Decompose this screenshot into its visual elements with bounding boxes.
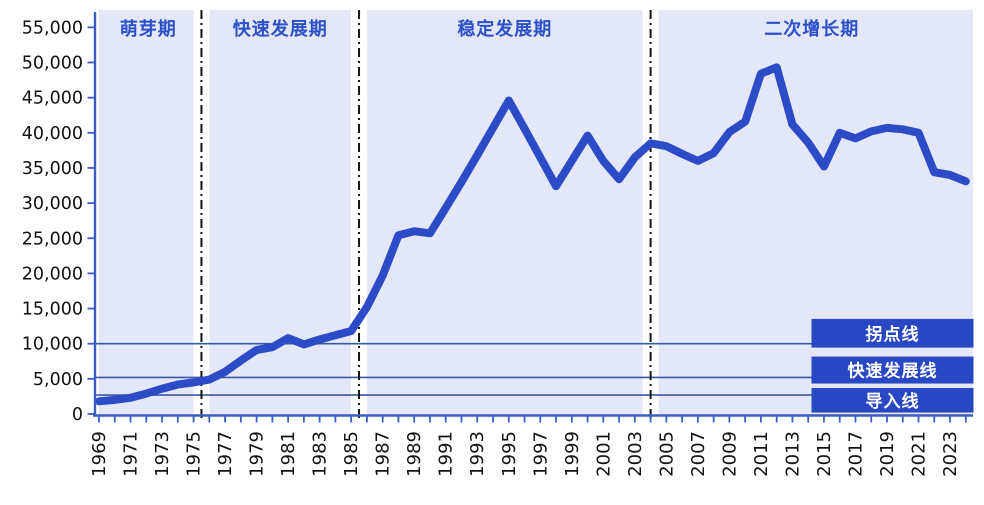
y-tick-label: 20,000 (22, 264, 83, 284)
x-tick-label: 1971 (121, 431, 142, 477)
y-tick-label: 10,000 (22, 335, 83, 355)
reference-line-label-box (811, 388, 974, 413)
x-tick-label: 2001 (593, 431, 614, 477)
phase-band (209, 10, 352, 415)
y-tick-label: 30,000 (22, 194, 83, 214)
x-tick-label: 1995 (499, 431, 520, 477)
x-tick-label: 2021 (909, 431, 930, 477)
phase-band (98, 10, 194, 415)
x-tick-label: 2003 (625, 431, 646, 477)
x-tick-label: 1987 (373, 431, 394, 477)
y-tick-label: 35,000 (22, 159, 83, 179)
phase-label: 二次增长期 (764, 18, 859, 40)
y-tick-label: 50,000 (22, 54, 83, 74)
x-tick-label: 1981 (278, 431, 299, 477)
phase-label: 快速发展期 (233, 18, 328, 40)
x-tick-label: 1989 (404, 431, 425, 477)
x-tick-label: 2005 (656, 431, 677, 477)
x-tick-label: 1975 (184, 431, 205, 477)
phase-label: 萌芽期 (120, 18, 177, 40)
reference-line-label: 快速发展线 (848, 361, 938, 382)
reference-line-label: 拐点线 (866, 324, 920, 345)
x-tick-label: 2009 (719, 431, 740, 477)
x-tick-label: 1985 (341, 431, 362, 477)
x-tick-label: 1991 (436, 431, 457, 477)
x-tick-label: 1997 (530, 431, 551, 477)
x-tick-label: 1973 (152, 431, 173, 477)
y-tick-label: 40,000 (22, 124, 83, 144)
x-tick-label: 2023 (940, 431, 961, 477)
data-line (95, 63, 970, 406)
x-tick-label: 1999 (562, 431, 583, 477)
phase-label: 稳定发展期 (457, 18, 552, 40)
x-tick-label: 2019 (877, 431, 898, 477)
y-tick-label: 0 (72, 405, 83, 425)
y-tick-label: 45,000 (22, 89, 83, 109)
x-tick-label: 1969 (89, 431, 110, 477)
reference-line-label: 导入线 (866, 391, 920, 412)
y-tick-label: 15,000 (22, 300, 83, 320)
x-tick-label: 2013 (782, 431, 803, 477)
y-tick-label: 55,000 (22, 18, 83, 38)
y-tick-label: 25,000 (22, 229, 83, 249)
x-tick-label: 1977 (215, 431, 236, 477)
x-tick-label: 1979 (247, 431, 268, 477)
x-tick-label: 2015 (814, 431, 835, 477)
reference-line-label-box (811, 356, 974, 384)
x-tick-label: 2007 (688, 431, 709, 477)
x-tick-label: 2011 (751, 431, 772, 477)
x-tick-label: 1983 (310, 431, 331, 477)
reference-line-label-box (811, 318, 974, 348)
x-tick-label: 2017 (845, 431, 866, 477)
phase-band (658, 10, 973, 415)
phase-band (367, 10, 643, 415)
y-tick-label: 5,000 (33, 370, 83, 390)
x-tick-label: 1993 (467, 431, 488, 477)
